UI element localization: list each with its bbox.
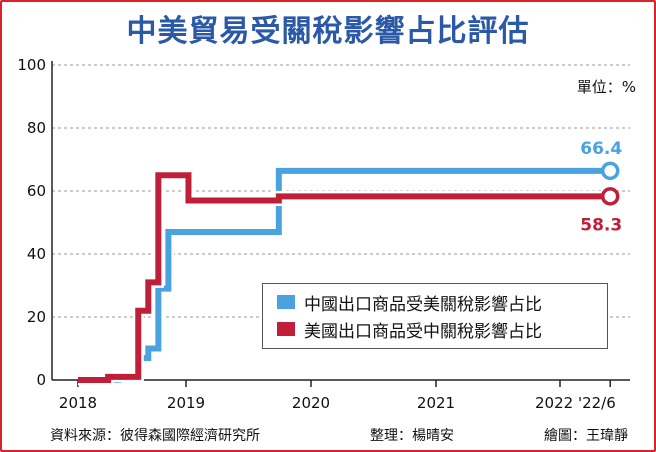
unit-label: 單位：%	[577, 78, 636, 96]
end-marker	[600, 161, 620, 181]
source-credit: 資料來源：彼得森國際經濟研究所	[50, 428, 260, 444]
y-tick-label: 100	[17, 56, 46, 74]
x-tick-label: 2019	[167, 394, 205, 412]
legend-swatch-us	[277, 322, 295, 336]
y-tick-label: 40	[27, 245, 46, 263]
legend-item-china: 中國出口商品受美關稅影響占比	[277, 290, 542, 315]
y-tick-label: 20	[27, 308, 46, 326]
legend-swatch-china	[277, 295, 295, 309]
legend-label-us: 美國出口商品受中關稅影響占比	[304, 321, 542, 342]
legend: 中國出口商品受美關稅影響占比 美國出口商品受中關稅影響占比	[262, 283, 608, 349]
legend-item-us: 美國出口商品受中關稅影響占比	[277, 317, 542, 342]
y-tick-label: 60	[27, 182, 46, 200]
x-tick-label: 2020	[292, 394, 330, 412]
editor-credit: 整理：楊晴安	[370, 428, 454, 444]
x-tick-label: 2021	[417, 394, 455, 412]
y-tick-label: 80	[27, 119, 46, 137]
x-tick-label: 2022 '22/6	[535, 394, 616, 412]
end-marker	[600, 187, 620, 206]
legend-label-china: 中國出口商品受美關稅影響占比	[304, 294, 542, 315]
end-value-label: 66.4	[580, 139, 622, 159]
artist-credit: 繪圖：王瑋靜	[544, 428, 628, 444]
end-value-label: 58.3	[580, 215, 622, 235]
x-tick-label: 2018	[59, 394, 97, 412]
chart-title: 中美貿易受關稅影響占比評估	[126, 14, 530, 49]
series-line-us	[78, 172, 611, 383]
y-tick-label: 0	[36, 371, 46, 389]
